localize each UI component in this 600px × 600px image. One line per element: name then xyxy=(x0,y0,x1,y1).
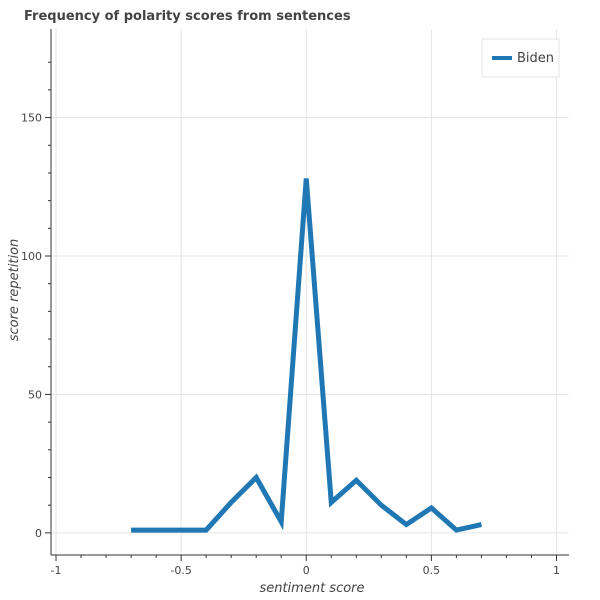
x-tick-label: -1 xyxy=(51,564,62,577)
x-tick-label: -0.5 xyxy=(170,564,191,577)
grid xyxy=(51,29,569,555)
legend-label-biden: Biden xyxy=(517,51,554,66)
x-tick-label: 0 xyxy=(303,564,310,577)
y-axis-label: score repetition xyxy=(7,239,22,342)
axes: -1 -0.5 0 0.5 1 0 50 100 150 xyxy=(21,29,569,577)
y-tick-label: 0 xyxy=(35,527,42,540)
legend: Biden xyxy=(481,38,560,78)
x-tick-label: 0.5 xyxy=(423,564,441,577)
chart-title: Frequency of polarity scores from senten… xyxy=(24,9,351,24)
series-line-biden xyxy=(131,178,482,533)
y-tick-label: 100 xyxy=(21,250,42,263)
x-tick-label: 1 xyxy=(553,564,560,577)
y-tick-label: 50 xyxy=(28,388,42,401)
x-axis-label: sentiment score xyxy=(259,581,364,596)
y-tick-label: 150 xyxy=(21,112,42,125)
series-layer xyxy=(131,178,482,533)
